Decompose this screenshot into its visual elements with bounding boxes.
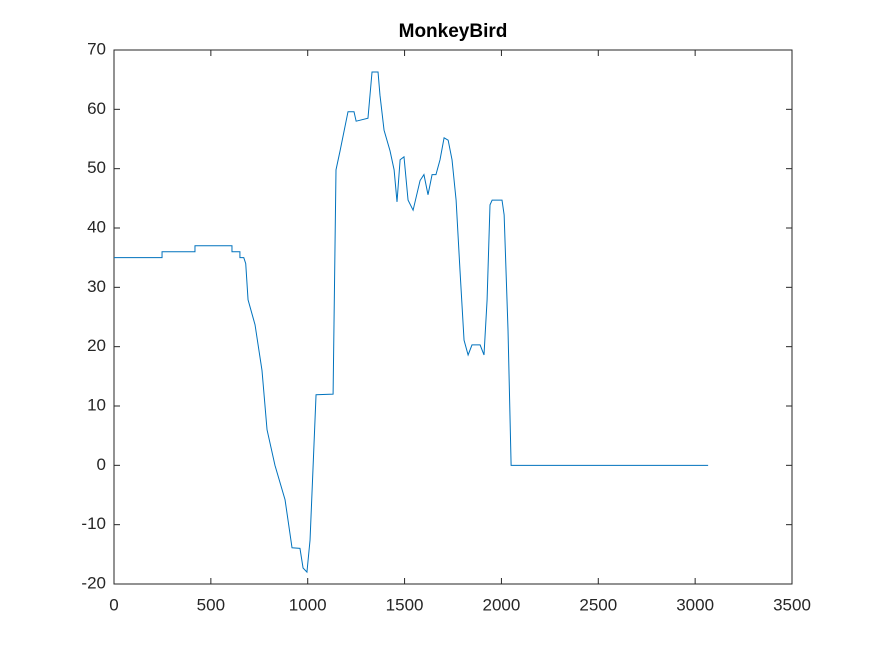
x-tick-label: 2000	[483, 595, 521, 614]
x-tick-label: 2500	[579, 595, 617, 614]
y-tick-label: 30	[87, 277, 106, 296]
x-tick-label: 3000	[676, 595, 714, 614]
x-tick-label: 500	[197, 595, 225, 614]
chart-title: MonkeyBird	[399, 21, 508, 42]
x-tick-label: 1000	[289, 595, 327, 614]
x-tick-label: 1500	[386, 595, 424, 614]
y-tick-label: 60	[87, 99, 106, 118]
y-tick-label: 70	[87, 39, 106, 58]
y-tick-label: 20	[87, 336, 106, 355]
x-tick-label: 3500	[773, 595, 811, 614]
y-tick-label: -20	[81, 573, 106, 592]
plot-area	[113, 49, 793, 585]
x-tick-label: 0	[109, 595, 118, 614]
y-tick-label: 40	[87, 217, 106, 236]
y-tick-label: 50	[87, 158, 106, 177]
data-line	[114, 71, 709, 574]
y-tick-label: 0	[97, 455, 106, 474]
y-tick-label: -10	[81, 514, 106, 533]
y-tick-label: 10	[87, 395, 106, 414]
